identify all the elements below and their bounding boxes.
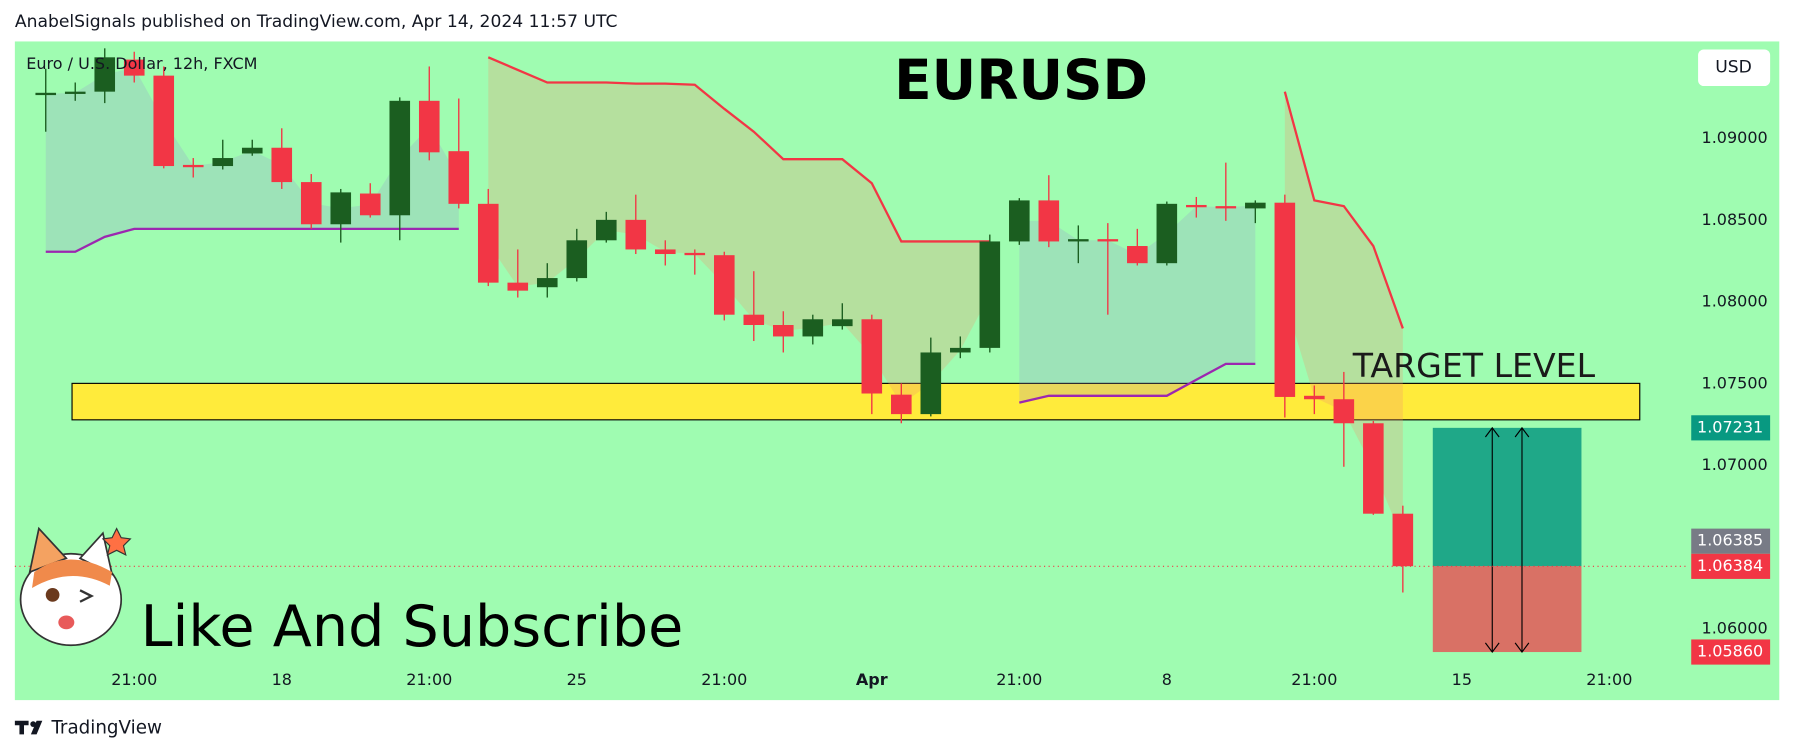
x-tick-label: 25 — [567, 670, 587, 689]
trend-line — [487, 56, 1404, 329]
candle-body — [625, 219, 647, 250]
candle-body — [1186, 204, 1207, 208]
candle-body — [654, 249, 676, 255]
candle-body — [832, 319, 853, 327]
candle-body — [123, 59, 145, 76]
candle-body — [1097, 239, 1119, 242]
x-tick-label: 21:00 — [701, 670, 747, 689]
candle-body — [418, 100, 440, 153]
x-tick-label: 18 — [272, 670, 292, 689]
x-tick-label: Apr — [856, 670, 888, 689]
x-tick-label: 21:00 — [1586, 670, 1632, 689]
y-tick-label: 1.08500 — [1702, 210, 1768, 229]
target-zone — [71, 382, 1641, 421]
candle-layer — [35, 48, 1414, 593]
candle-body — [861, 319, 883, 394]
candle-body — [773, 324, 794, 337]
currency-button[interactable] — [1698, 49, 1771, 87]
candle-body — [1038, 200, 1060, 242]
candle-body — [979, 241, 1001, 348]
candle-body — [950, 347, 971, 353]
candle-body — [1245, 202, 1266, 209]
x-tick-label: 15 — [1452, 670, 1472, 689]
candle-body — [330, 192, 352, 225]
candle-body — [1127, 246, 1148, 264]
candle-body — [1333, 399, 1355, 424]
annotation: TARGET LEVEL — [1352, 346, 1596, 385]
position-loss — [1432, 566, 1582, 653]
arrow-head — [1514, 426, 1530, 653]
candle-body — [1304, 395, 1325, 400]
x-tick-label: 21:00 — [406, 670, 452, 689]
candle-body — [212, 158, 234, 167]
symbol-info: Euro / U.S. Dollar, 12h, FXCM — [26, 54, 257, 73]
price-label: 1.06385 — [1697, 531, 1763, 550]
candle-body — [35, 92, 57, 96]
candle-body — [566, 240, 588, 279]
price-label: 1.05860 — [1697, 642, 1763, 661]
x-tick-label: 21:00 — [1291, 670, 1337, 689]
y-tick-label: 1.06000 — [1702, 619, 1768, 638]
candle-body — [241, 147, 263, 154]
annotation: Like And Subscribe — [141, 594, 684, 660]
y-tick-label: 1.08000 — [1702, 292, 1768, 311]
header: AnabelSignals published on TradingView.c… — [15, 12, 618, 32]
candle-body — [300, 182, 322, 225]
trend-line — [45, 227, 1256, 404]
price-label-box — [1691, 639, 1771, 665]
arrow-head — [1484, 426, 1500, 653]
candle-body — [684, 252, 706, 256]
candle-body — [507, 282, 529, 291]
candle-body — [1274, 202, 1296, 397]
candle-body — [1156, 203, 1178, 264]
candle-body — [802, 319, 824, 337]
candle-body — [182, 164, 204, 168]
candle-body — [389, 100, 411, 216]
candle-body — [1009, 200, 1030, 242]
y-tick-label: 1.07000 — [1702, 455, 1768, 474]
candle-body — [1363, 423, 1384, 514]
x-tick-label: 8 — [1162, 670, 1172, 689]
candle-body — [448, 151, 470, 204]
mascot — [19, 526, 132, 647]
currency-label[interactable]: USD — [1715, 58, 1752, 78]
price-label: 1.07231 — [1697, 417, 1763, 436]
chart-title: EURUSD — [894, 48, 1148, 112]
brand-logo — [14, 720, 43, 735]
price-label: 1.06384 — [1697, 556, 1763, 575]
candle-body — [1215, 206, 1237, 209]
candle-body — [64, 91, 86, 94]
candle-body — [891, 394, 912, 415]
candle-body — [153, 75, 175, 167]
candle-body — [271, 147, 293, 183]
candle-body — [1392, 513, 1414, 567]
trend-fill — [488, 57, 990, 405]
y-tick-label: 1.07500 — [1702, 373, 1768, 392]
price-label-box — [1691, 415, 1771, 441]
position-profit — [1432, 427, 1582, 567]
candle-body — [920, 352, 942, 415]
trend-fill — [45, 67, 459, 252]
price-label-box — [1691, 553, 1771, 579]
indicator-layer — [45, 56, 1693, 630]
candle-body — [536, 278, 558, 288]
overlay-layer: 1.06000 1.07000 1.07500 1.08000 1.08500 1.090… — [14, 128, 1771, 689]
candle-body — [477, 203, 499, 283]
candle-body — [713, 255, 735, 315]
candle-body — [743, 314, 765, 325]
x-tick-label: 21:00 — [996, 670, 1042, 689]
candle-body — [359, 193, 381, 216]
candle-body — [595, 219, 617, 241]
price-label-box — [1691, 528, 1771, 554]
candle-body — [94, 57, 116, 92]
x-tick-label: 21:00 — [111, 670, 157, 689]
candle-body — [1068, 239, 1089, 242]
y-tick-label: 1.09000 — [1702, 128, 1768, 147]
brand-name: TradingView — [50, 718, 162, 739]
